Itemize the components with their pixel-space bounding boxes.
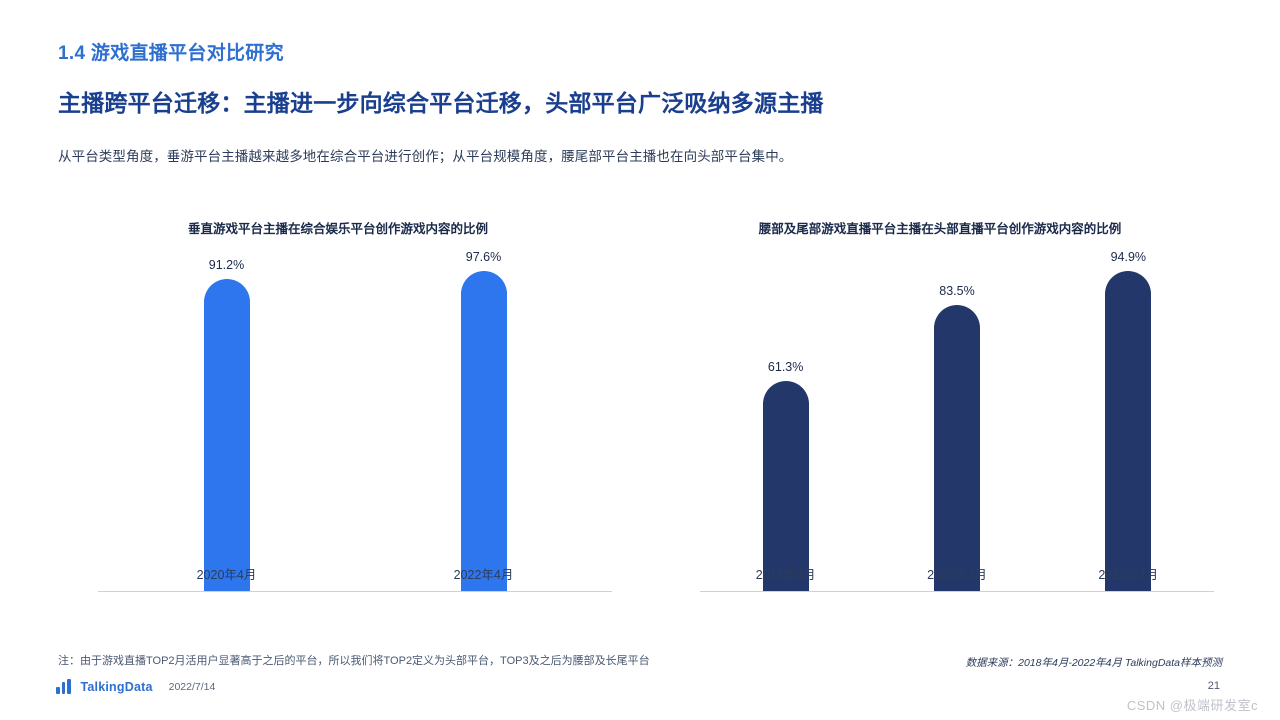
bar-value-label: 61.3% <box>767 360 804 375</box>
page-subtitle: 从平台类型角度，垂游平台主播越来越多地在综合平台进行创作；从平台规模角度，腰尾部… <box>58 149 793 164</box>
bar-value-label: 91.2% <box>208 258 245 273</box>
chart-title-left: 垂直游戏平台主播在综合娱乐平台创作游戏内容的比例 <box>187 222 488 236</box>
bar-group-left: 91.2% 97.6% <box>98 250 612 591</box>
x-axis-tick-label: 2018年4月 <box>755 568 816 582</box>
x-axis-line-right <box>700 591 1214 592</box>
bar-value-label: 94.9% <box>1110 250 1147 264</box>
bar-value-label: 83.5% <box>939 284 975 299</box>
bar-group-right: 61.3% 83.5% 94.9% <box>700 250 1214 591</box>
x-axis-labels-left: 2020年4月 2022年4月 <box>98 564 612 584</box>
bar-item: 94.9% <box>1105 250 1152 591</box>
bar <box>1105 271 1152 591</box>
bar-item: 91.2% <box>203 250 250 591</box>
x-axis-tick-label: 2020年4月 <box>196 568 257 582</box>
data-source: 数据来源：2018年4月-2022年4月 TalkingData样本预测 <box>965 657 1222 669</box>
section-kicker: 1.4 游戏直播平台对比研究 <box>58 43 284 64</box>
x-axis-tick-label: 2022年4月 <box>453 568 514 582</box>
x-axis-tick-label: 2022年4月 <box>1098 568 1159 582</box>
bar <box>203 279 250 591</box>
x-axis-tick-label: 2020年4月 <box>927 568 987 582</box>
brand-name: TalkingData <box>80 679 153 694</box>
watermark: CSDN @极端研发室c <box>1126 698 1258 713</box>
chart-panel-left: 垂直游戏平台主播在综合娱乐平台创作游戏内容的比例 91.2% 97.6% 2020… <box>58 200 618 630</box>
page-number: 21 <box>1207 680 1220 692</box>
plot-area-left: 91.2% 97.6% 2020年4月 2022年4月 <box>58 250 618 592</box>
bar-item: 83.5% <box>933 250 980 591</box>
x-axis-labels-right: 2018年4月 2020年4月 2022年4月 <box>700 564 1214 584</box>
slide-date: 2022/7/14 <box>168 680 216 693</box>
bar-item: 97.6% <box>460 250 507 591</box>
brand-logo: TalkingData 2022/7/14 <box>56 679 215 694</box>
page-title: 主播跨平台迁移：主播进一步向综合平台迁移，头部平台广泛吸纳多源主播 <box>58 90 824 116</box>
talkingdata-bars-icon <box>56 679 71 694</box>
chart-title-right: 腰部及尾部游戏直播平台主播在头部直播平台创作游戏内容的比例 <box>758 222 1122 236</box>
bar <box>762 381 809 591</box>
footnote: 注：由于游戏直播TOP2月活用户显著高于之后的平台，所以我们将TOP2定义为头部… <box>58 655 650 667</box>
bar-value-label: 97.6% <box>465 250 502 264</box>
chart-panel-right: 腰部及尾部游戏直播平台主播在头部直播平台创作游戏内容的比例 61.3% 83.5%… <box>660 200 1220 630</box>
x-axis-line-left <box>98 591 612 592</box>
plot-area-right: 61.3% 83.5% 94.9% 2018年4月 2020年4月 2022年4月 <box>660 250 1220 592</box>
bar <box>933 305 980 591</box>
bar-item: 61.3% <box>762 250 809 591</box>
bar <box>460 271 507 591</box>
